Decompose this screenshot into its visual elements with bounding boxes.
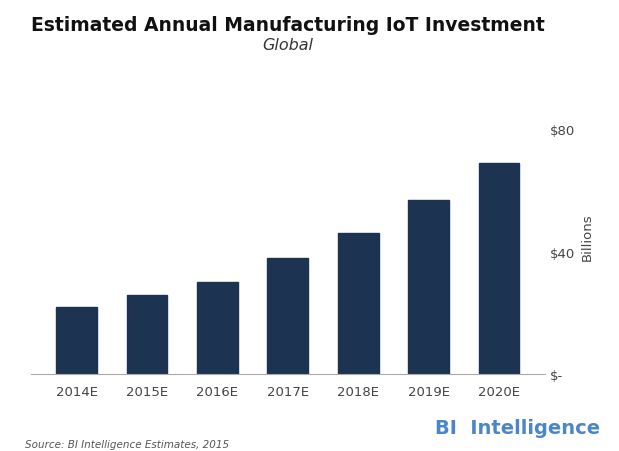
- Bar: [338, 234, 379, 374]
- Bar: [197, 283, 238, 374]
- Bar: [408, 200, 449, 374]
- Bar: [56, 307, 97, 374]
- Text: BI  Intelligence: BI Intelligence: [435, 419, 600, 437]
- Text: Global: Global: [262, 38, 313, 53]
- Y-axis label: Billions: Billions: [581, 213, 594, 261]
- Bar: [127, 295, 168, 374]
- Text: Estimated Annual Manufacturing IoT Investment: Estimated Annual Manufacturing IoT Inves…: [31, 16, 545, 35]
- Bar: [478, 163, 519, 374]
- Text: Source: BI Intelligence Estimates, 2015: Source: BI Intelligence Estimates, 2015: [25, 439, 229, 449]
- Bar: [267, 258, 308, 374]
